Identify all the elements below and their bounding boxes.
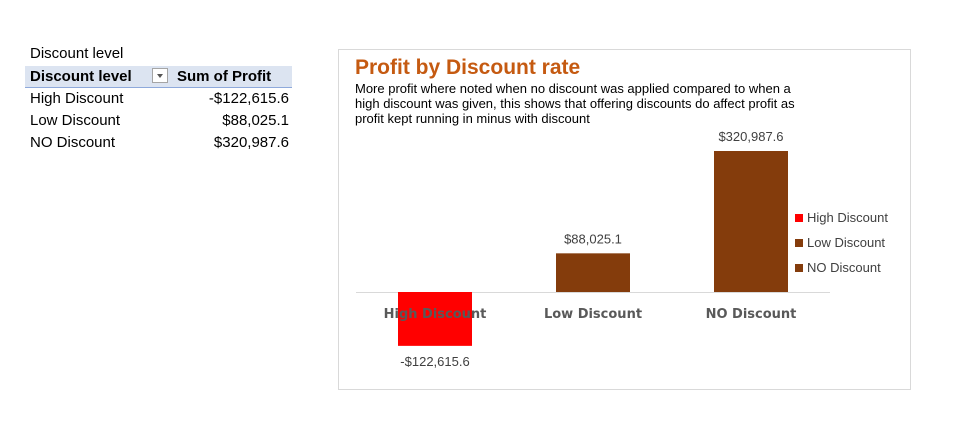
pivot-row-value: $88,025.1 (222, 112, 289, 129)
pivot-row[interactable]: Low Discount $88,025.1 (25, 110, 292, 132)
data-label: $88,025.1 (564, 231, 622, 246)
pivot-header-discount-level: Discount level (30, 68, 132, 85)
legend-item-low-discount: Low Discount (795, 235, 888, 260)
x-tick-label: High Discount (384, 307, 487, 322)
bar-chart-plot: -$122,615.6 $88,025.1 $320,987.6 High Disco… (356, 129, 830, 369)
data-label: $320,987.6 (718, 129, 783, 144)
x-tick-label: NO Discount (706, 307, 797, 322)
pivot-header-row: Discount level Sum of Profit (25, 66, 292, 88)
legend-item-high-discount: High Discount (795, 210, 888, 235)
legend-swatch (795, 239, 803, 247)
pivot-row-label: High Discount (30, 90, 124, 107)
chart-legend: High Discount Low Discount NO Discount (795, 210, 888, 285)
pivot-header-sum-of-profit: Sum of Profit (177, 68, 272, 85)
legend-label: Low Discount (807, 235, 886, 250)
pivot-row-label: Low Discount (30, 112, 121, 129)
legend-swatch (795, 214, 803, 222)
bar-high-discount[interactable] (398, 292, 472, 346)
chart-container[interactable]: -$122,615.6 $88,025.1 $320,987.6 High Disco… (338, 49, 911, 390)
pivot-row-label: NO Discount (30, 134, 116, 151)
legend-label: NO Discount (807, 260, 881, 275)
pivot-row-value: $320,987.6 (213, 134, 289, 151)
chevron-down-icon (157, 74, 163, 78)
filter-dropdown-button[interactable] (152, 68, 168, 83)
legend-swatch (795, 264, 803, 272)
legend-label: High Discount (807, 210, 888, 225)
bar-no-discount[interactable] (714, 151, 788, 292)
data-label: -$122,615.6 (400, 354, 469, 369)
legend-item-no-discount: NO Discount (795, 260, 888, 285)
x-tick-label: Low Discount (544, 307, 642, 322)
pivot-row[interactable]: NO Discount $320,987.6 (25, 132, 292, 154)
pivot-caption: Discount level (30, 45, 124, 62)
pivot-row-value: -$122,615.6 (208, 90, 289, 107)
chart-title: Profit by Discount rate (355, 56, 581, 79)
chart-subtitle: More profit where noted when no discount… (355, 81, 795, 126)
bar-low-discount[interactable] (556, 253, 630, 292)
pivot-row[interactable]: High Discount -$122,615.6 (25, 88, 292, 110)
